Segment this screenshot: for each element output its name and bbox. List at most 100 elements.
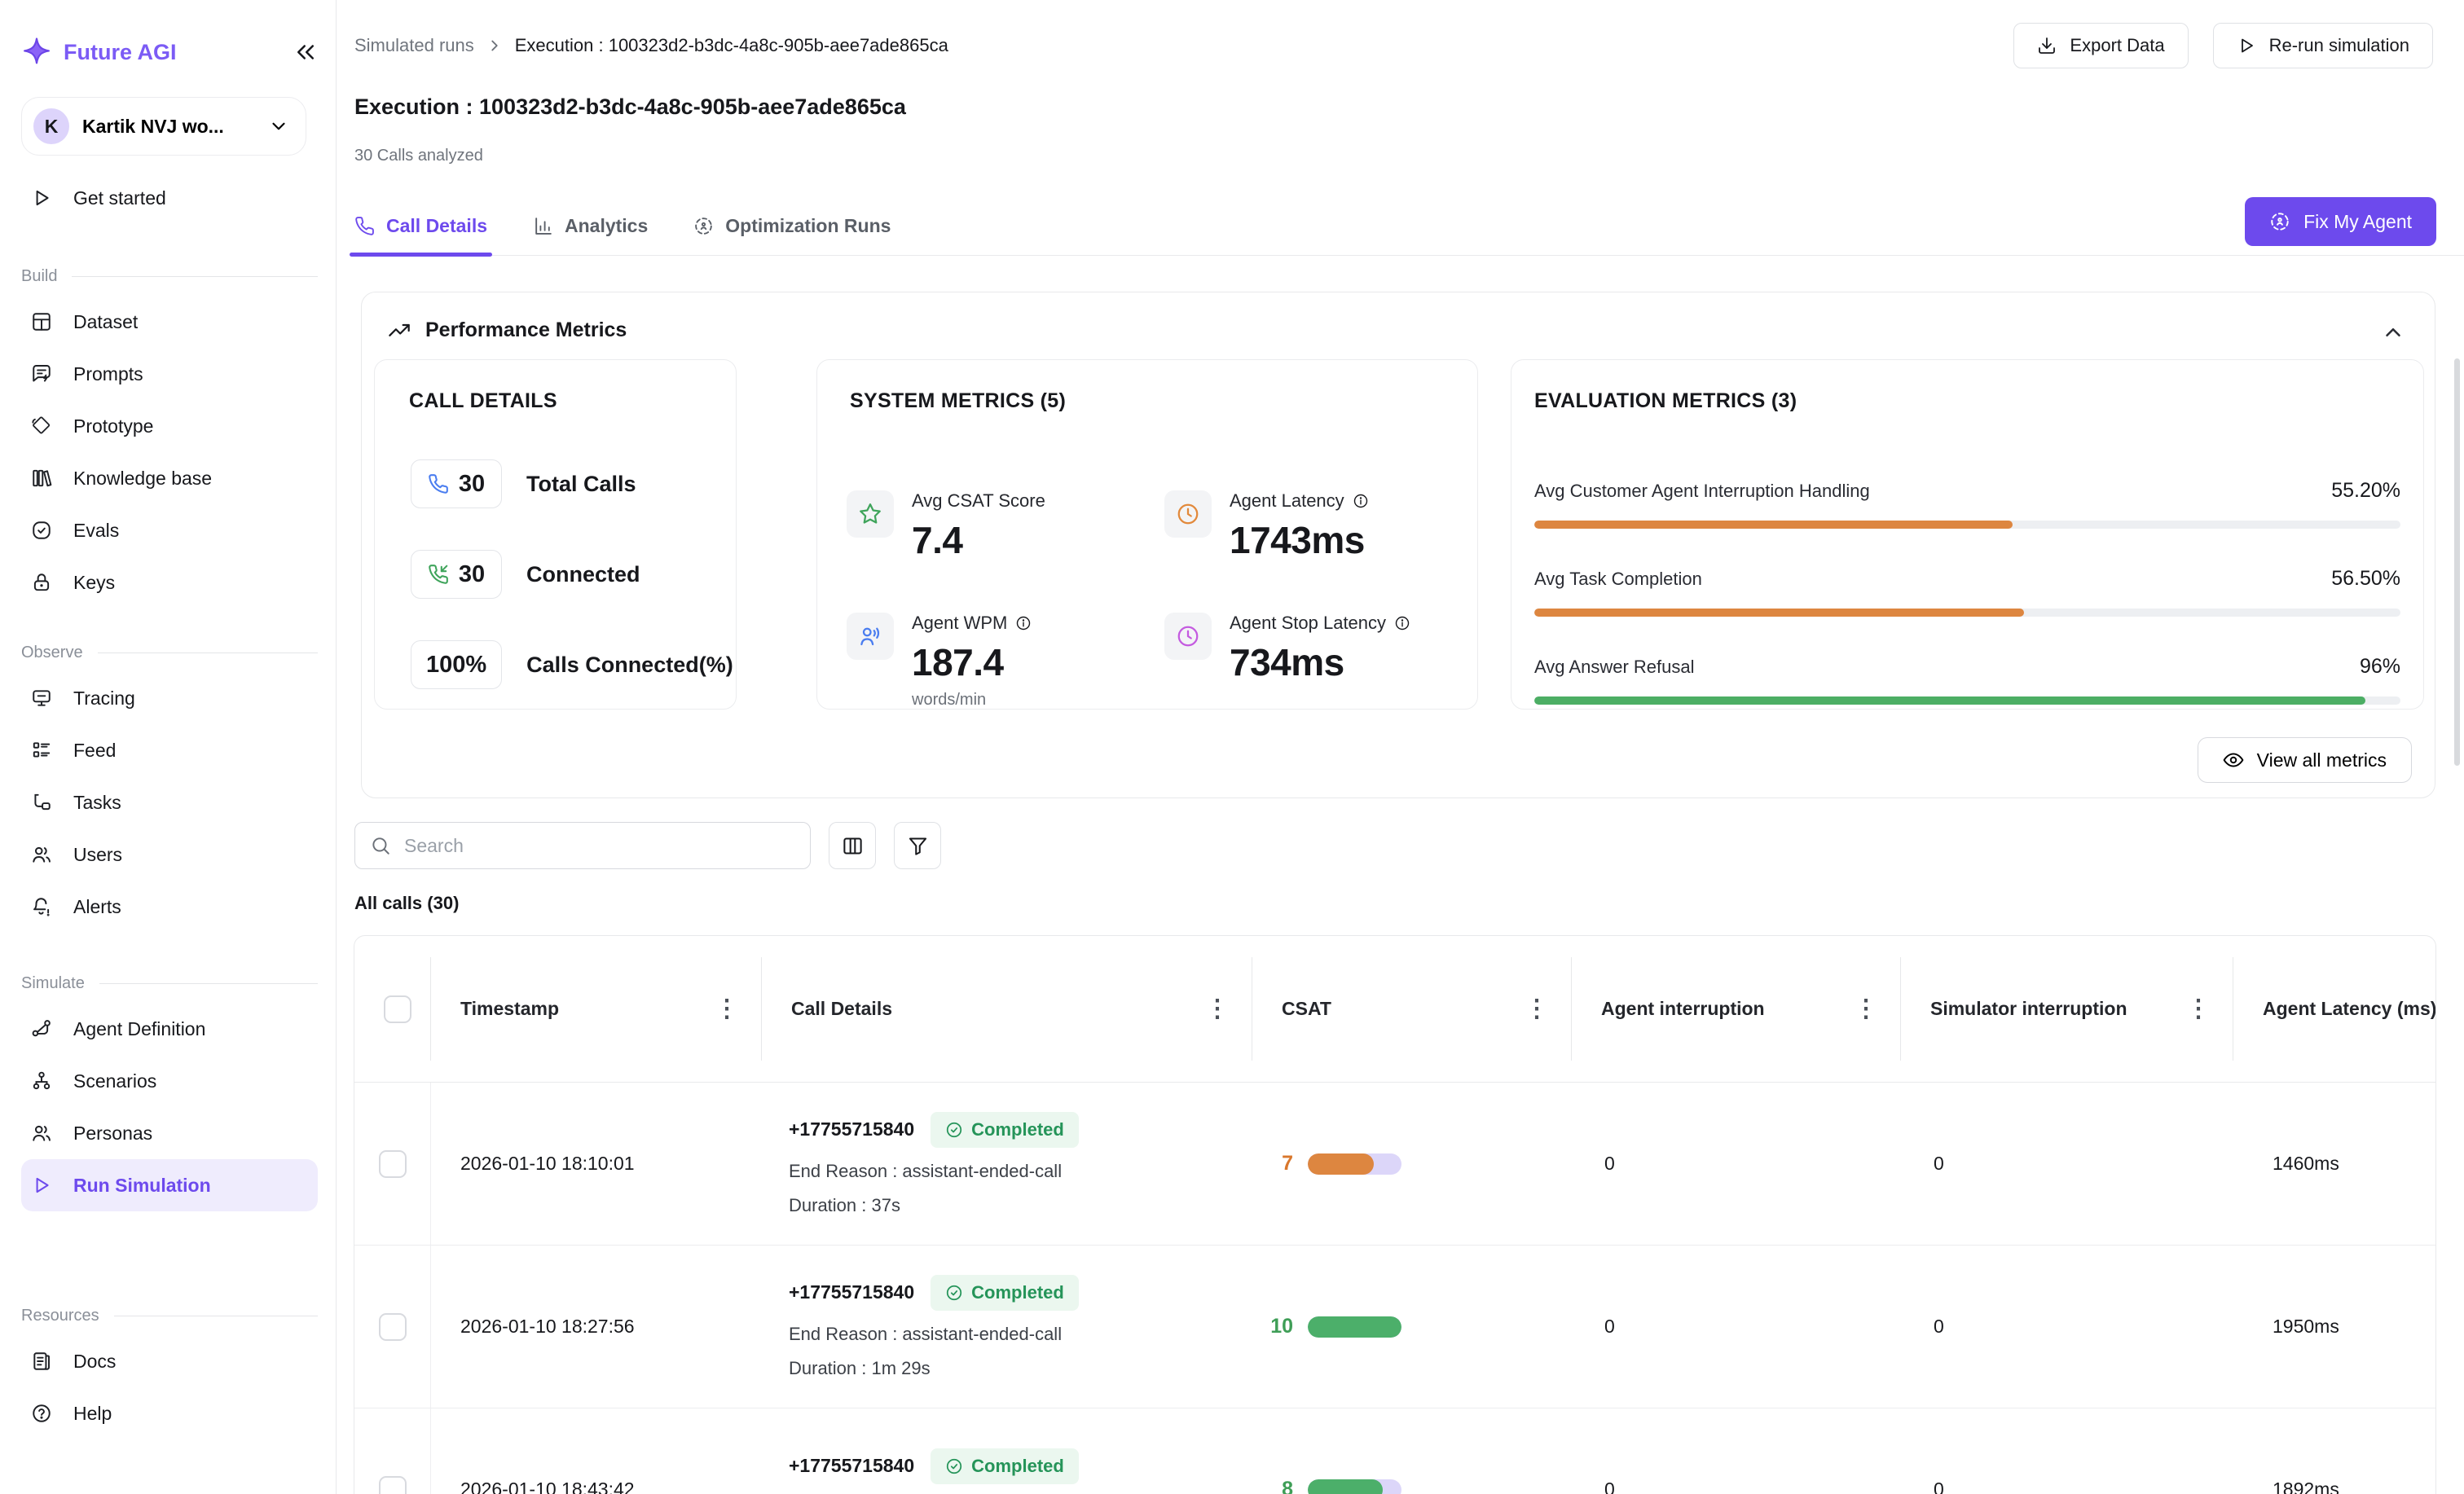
bar-chart-icon (533, 216, 553, 236)
total-calls-stat: 30 Total Calls (411, 459, 636, 508)
connected-chip: 30 (411, 550, 502, 599)
chevron-down-icon (268, 116, 289, 137)
check-circle-icon (945, 1457, 963, 1475)
phone-number: +17755715840 (789, 1455, 915, 1476)
call-details-cell: +17755715840 Completed End Reason : assi… (762, 1274, 1252, 1379)
simulator-interruption-cell: 0 (1934, 1153, 1944, 1174)
column-simulator-interruption: Simulator interruption ⋮ (1901, 936, 2233, 1082)
filter-button[interactable] (894, 822, 941, 869)
main-content: Simulated runs Execution : 100323d2-b3dc… (337, 0, 2464, 1494)
column-menu-icon[interactable]: ⋮ (2186, 995, 2211, 1022)
progress-bar (1534, 521, 2400, 529)
sidebar-item-alerts[interactable]: Alerts (21, 881, 318, 933)
table-row[interactable]: 2026-01-10 18:43:42 +17755715840 Complet… (354, 1408, 2435, 1494)
row-checkbox[interactable] (378, 1149, 407, 1178)
sidebar-section-observe: Observe (21, 636, 318, 669)
feed-icon (31, 740, 52, 761)
search-icon (370, 835, 391, 856)
rerun-simulation-button[interactable]: Re-run simulation (2212, 23, 2433, 68)
brand-header: Future AGI (21, 37, 318, 68)
agent-latency-cell: 1460ms (2273, 1153, 2339, 1174)
eval-metric-row: Avg Answer Refusal 96% (1534, 655, 2400, 705)
star-icon (847, 490, 894, 538)
status-badge: Completed (931, 1448, 1079, 1484)
row-checkbox[interactable] (378, 1312, 407, 1341)
all-calls-count: All calls (30) (354, 893, 460, 913)
export-data-button[interactable]: Export Data (2013, 23, 2189, 68)
agent-interruption-cell: 0 (1604, 1153, 1615, 1174)
view-all-metrics-button[interactable]: View all metrics (2197, 737, 2412, 783)
column-agent-latency: Agent Latency (ms) (2263, 998, 2435, 1019)
sidebar-item-knowledge-base[interactable]: Knowledge base (21, 452, 318, 504)
calls-table: Timestamp ⋮ Call Details ⋮ CSAT ⋮ Agent int… (354, 935, 2436, 1494)
tab-optimization-runs[interactable]: Optimization Runs (693, 197, 891, 255)
collapse-panel-icon[interactable] (2381, 320, 2405, 345)
info-icon[interactable] (1015, 615, 1032, 631)
tab-call-details[interactable]: Call Details (350, 197, 492, 257)
csat-bar (1308, 1153, 1401, 1175)
end-reason: End Reason : assistant-ended-call (789, 1323, 1063, 1344)
workspace-switcher[interactable]: K Kartik NVJ wo... (21, 97, 306, 156)
sidebar-item-feed[interactable]: Feed (21, 724, 318, 776)
scrollbar[interactable] (2454, 358, 2460, 766)
column-menu-icon[interactable]: ⋮ (1525, 995, 1549, 1022)
evaluation-metrics-card: EVALUATION METRICS (3) Avg Customer Agen… (1511, 359, 2424, 710)
sidebar-item-tasks[interactable]: Tasks (21, 776, 318, 828)
card-title: EVALUATION METRICS (3) (1534, 389, 1797, 412)
sidebar-item-run-simulation[interactable]: Run Simulation (21, 1159, 318, 1211)
sidebar-item-dataset[interactable]: Dataset (21, 296, 318, 348)
row-checkbox[interactable] (378, 1475, 407, 1494)
select-all-checkbox[interactable] (384, 995, 411, 1023)
prompts-icon (31, 363, 52, 384)
sidebar-item-evals[interactable]: Evals (21, 504, 318, 556)
total-calls-chip: 30 (411, 459, 502, 508)
breadcrumb-parent[interactable]: Simulated runs (354, 35, 474, 55)
column-menu-icon[interactable]: ⋮ (1854, 995, 1878, 1022)
column-timestamp: Timestamp ⋮ (431, 936, 762, 1082)
fix-my-agent-button[interactable]: Fix My Agent (2245, 197, 2436, 246)
calls-analyzed-subtitle: 30 Calls analyzed (354, 147, 483, 165)
sidebar-item-docs[interactable]: Docs (21, 1335, 318, 1387)
columns-button[interactable] (829, 822, 876, 869)
clock-icon (1164, 613, 1212, 660)
sidebar-item-personas[interactable]: Personas (21, 1107, 318, 1159)
users-icon (31, 844, 52, 865)
sidebar-item-tracing[interactable]: Tracing (21, 672, 318, 724)
call-details-cell: +17755715840 Completed End Reason : assi… (762, 1448, 1252, 1494)
tab-bar: Call Details Analytics Optimization Runs (350, 197, 2464, 257)
sidebar-item-users[interactable]: Users (21, 828, 318, 881)
sidebar-collapse-icon[interactable] (293, 40, 318, 64)
info-icon[interactable] (1353, 493, 1369, 509)
avg-csat-metric: Avg CSAT Score 7.4 (847, 490, 1045, 562)
card-title: SYSTEM METRICS (5) (850, 389, 1067, 412)
table-row[interactable]: 2026-01-10 18:27:56 +17755715840 Complet… (354, 1246, 2435, 1408)
phone-icon (354, 216, 375, 236)
sidebar-section-simulate: Simulate (21, 967, 318, 1000)
calls-connected-stat: 100% Calls Connected(%) (411, 640, 733, 689)
prototype-icon (31, 415, 52, 437)
search-input[interactable] (404, 834, 795, 857)
chevron-right-icon (486, 37, 504, 55)
agent-wpm-metric: Agent WPM 187.4 words/min (847, 613, 1032, 709)
sidebar-item-scenarios[interactable]: Scenarios (21, 1055, 318, 1107)
tab-analytics[interactable]: Analytics (533, 197, 648, 255)
sidebar-item-help[interactable]: Help (21, 1387, 318, 1439)
phone-icon (428, 473, 449, 494)
tasks-icon (31, 792, 52, 813)
alerts-icon (31, 896, 52, 917)
sidebar-item-prototype[interactable]: Prototype (21, 400, 318, 452)
table-row[interactable]: 2026-01-10 18:10:01 +17755715840 Complet… (354, 1083, 2435, 1246)
duration: Duration : 37s (789, 1194, 900, 1215)
column-menu-icon[interactable]: ⋮ (715, 995, 739, 1022)
select-all-column (354, 936, 431, 1082)
info-icon[interactable] (1394, 615, 1410, 631)
sidebar-item-prompts[interactable]: Prompts (21, 348, 318, 400)
search-input-wrap (354, 822, 811, 869)
status-badge: Completed (931, 1274, 1079, 1311)
agent-stop-latency-metric: Agent Stop Latency 734ms (1164, 613, 1410, 684)
column-menu-icon[interactable]: ⋮ (1205, 995, 1230, 1022)
sidebar-item-agent-definition[interactable]: Agent Definition (21, 1003, 318, 1055)
sidebar-item-keys[interactable]: Keys (21, 556, 318, 609)
check-circle-icon (945, 1284, 963, 1302)
sidebar-item-get-started[interactable]: Get started (21, 177, 318, 219)
